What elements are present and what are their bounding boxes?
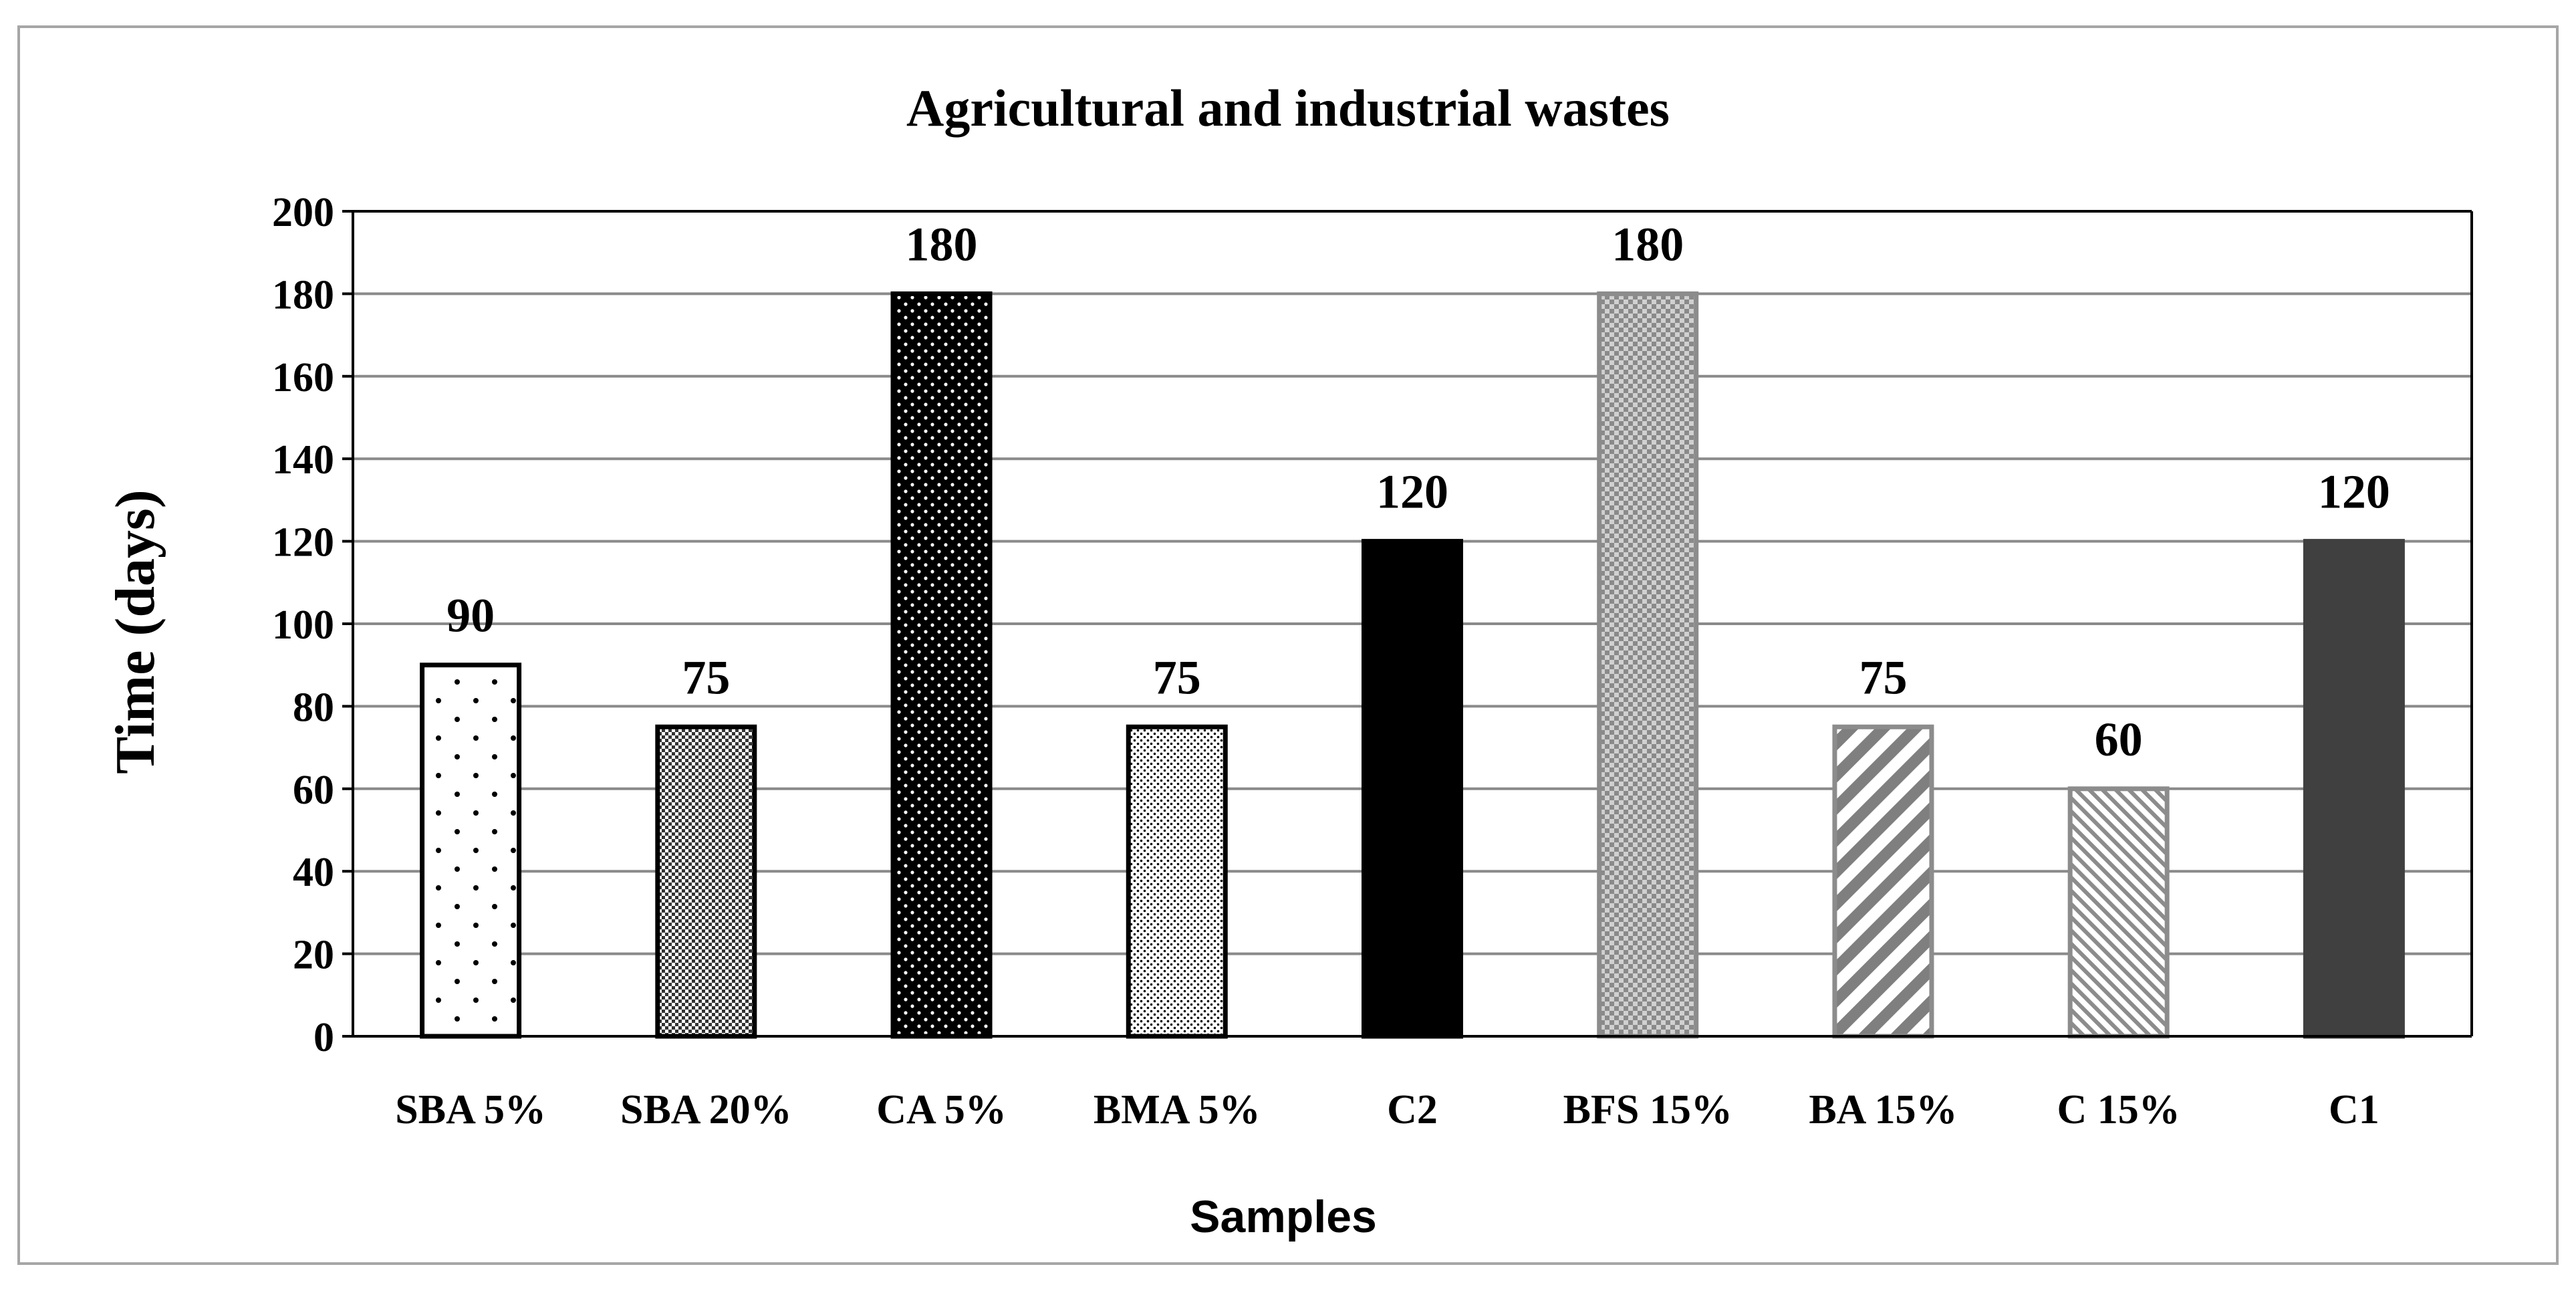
y-tick-label: 140 [272,437,334,483]
x-tick-label: C2 [1387,1087,1438,1133]
x-tick-label: BFS 15% [1563,1087,1732,1133]
bar [655,724,757,1039]
x-tick-label: CA 5% [876,1087,1007,1133]
bar [1832,724,1934,1039]
bar [1126,724,1228,1039]
y-tick-label: 60 [293,768,334,813]
y-tick-label: 180 [272,272,334,318]
y-tick-label: 200 [272,190,334,235]
bar [2303,539,2405,1039]
y-tick-label: 40 [293,850,334,895]
x-tick-label: C1 [2329,1087,2379,1133]
x-axis-title: Samples [1190,1191,1377,1242]
bar [420,663,522,1039]
x-tick-label: BMA 5% [1093,1087,1261,1133]
data-label: 75 [1153,651,1201,704]
data-label: 180 [906,217,978,271]
y-tick-label: 100 [272,602,334,648]
x-axis-ticks: SBA 5% SBA 20% CA 5% BMA 5% C2 BFS 15% BA 15% C… [395,1087,2379,1133]
data-label: 75 [682,651,730,704]
data-label: 90 [446,589,495,642]
bar [1362,539,1463,1039]
y-tick-label: 80 [293,685,334,730]
y-axis-title: Time (days) [104,489,166,774]
y-tick-label: 20 [293,933,334,978]
data-label: 120 [1376,465,1448,519]
bar [890,291,993,1039]
bars [420,291,2405,1039]
data-label: 60 [2095,713,2143,766]
y-tick-label: 160 [272,355,334,400]
data-label: 75 [1859,651,1907,704]
x-tick-label: BA 15% [1809,1087,1957,1133]
chart-title: Agricultural and industrial wastes [906,79,1670,137]
data-label: 120 [2318,465,2390,519]
data-label: 180 [1612,217,1684,271]
bar [1597,291,1699,1039]
x-tick-label: SBA 20% [620,1087,792,1133]
x-tick-label: SBA 5% [395,1087,546,1133]
chart-frame [17,25,2559,1265]
data-labels: 90 75 180 75 120 180 75 60 120 [446,217,2390,766]
bar [2067,786,2170,1039]
x-tick-label: C 15% [2057,1087,2180,1133]
y-axis-ticks: 0 20 40 60 80 100 120 140 160 180 200 [272,190,353,1060]
y-tick-label: 120 [272,520,334,566]
y-tick-label: 0 [313,1015,334,1060]
